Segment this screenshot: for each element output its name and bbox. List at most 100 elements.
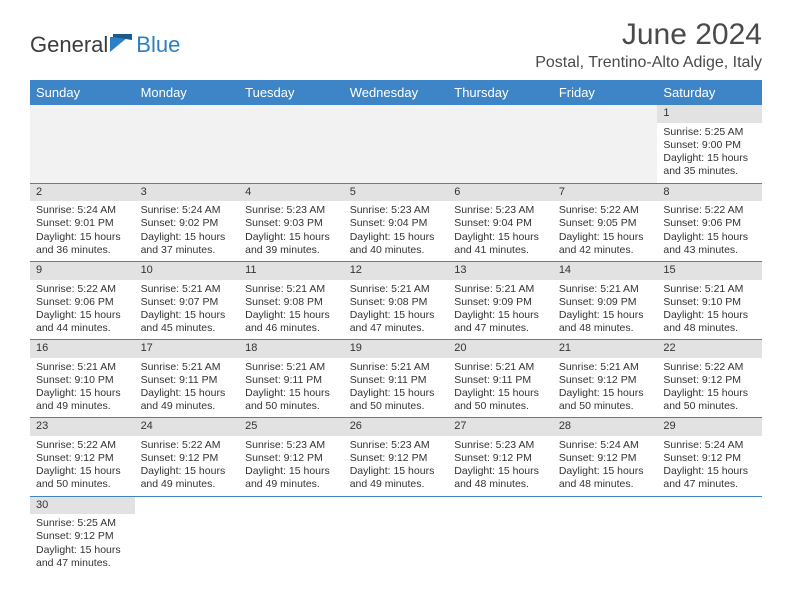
day-detail: Sunrise: 5:23 AMSunset: 9:03 PMDaylight:… [239, 201, 344, 261]
sunset-text: Sunset: 9:12 PM [141, 452, 234, 465]
sunset-text: Sunset: 9:01 PM [36, 217, 129, 230]
calendar-cell [448, 496, 553, 574]
day-number: 18 [239, 340, 344, 358]
day-number: 14 [553, 262, 658, 280]
calendar-cell: 16Sunrise: 5:21 AMSunset: 9:10 PMDayligh… [30, 340, 135, 418]
sunrise-text: Sunrise: 5:21 AM [454, 283, 547, 296]
col-wednesday: Wednesday [344, 80, 449, 105]
calendar-cell: 21Sunrise: 5:21 AMSunset: 9:12 PMDayligh… [553, 340, 658, 418]
weekday-header-row: Sunday Monday Tuesday Wednesday Thursday… [30, 80, 762, 105]
sunrise-text: Sunrise: 5:22 AM [663, 361, 756, 374]
calendar-cell: 30Sunrise: 5:25 AMSunset: 9:12 PMDayligh… [30, 496, 135, 574]
sunset-text: Sunset: 9:12 PM [559, 374, 652, 387]
sunset-text: Sunset: 9:11 PM [454, 374, 547, 387]
day-detail: Sunrise: 5:22 AMSunset: 9:06 PMDaylight:… [30, 280, 135, 340]
sunset-text: Sunset: 9:04 PM [350, 217, 443, 230]
day-detail: Sunrise: 5:21 AMSunset: 9:07 PMDaylight:… [135, 280, 240, 340]
daylight-line1: Daylight: 15 hours [454, 387, 547, 400]
calendar-cell: 9Sunrise: 5:22 AMSunset: 9:06 PMDaylight… [30, 261, 135, 339]
day-detail: Sunrise: 5:22 AMSunset: 9:12 PMDaylight:… [30, 436, 135, 496]
day-detail: Sunrise: 5:22 AMSunset: 9:12 PMDaylight:… [135, 436, 240, 496]
sunset-text: Sunset: 9:10 PM [663, 296, 756, 309]
sunrise-text: Sunrise: 5:23 AM [245, 439, 338, 452]
sunrise-text: Sunrise: 5:21 AM [245, 361, 338, 374]
sunrise-text: Sunrise: 5:23 AM [350, 204, 443, 217]
daylight-line2: and 49 minutes. [141, 400, 234, 413]
day-number: 29 [657, 418, 762, 436]
daylight-line1: Daylight: 15 hours [36, 231, 129, 244]
daylight-line1: Daylight: 15 hours [559, 309, 652, 322]
col-friday: Friday [553, 80, 658, 105]
sunset-text: Sunset: 9:00 PM [663, 139, 756, 152]
daylight-line2: and 39 minutes. [245, 244, 338, 257]
flag-icon [110, 32, 132, 58]
sunset-text: Sunset: 9:03 PM [245, 217, 338, 230]
brand-part1: General [30, 32, 108, 58]
day-detail: Sunrise: 5:21 AMSunset: 9:08 PMDaylight:… [239, 280, 344, 340]
calendar-cell: 6Sunrise: 5:23 AMSunset: 9:04 PMDaylight… [448, 183, 553, 261]
day-detail: Sunrise: 5:21 AMSunset: 9:09 PMDaylight:… [448, 280, 553, 340]
calendar-cell: 5Sunrise: 5:23 AMSunset: 9:04 PMDaylight… [344, 183, 449, 261]
daylight-line2: and 42 minutes. [559, 244, 652, 257]
daylight-line1: Daylight: 15 hours [141, 387, 234, 400]
day-number: 4 [239, 184, 344, 202]
calendar-row: 16Sunrise: 5:21 AMSunset: 9:10 PMDayligh… [30, 340, 762, 418]
day-number: 1 [657, 105, 762, 123]
daylight-line2: and 50 minutes. [454, 400, 547, 413]
day-number: 7 [553, 184, 658, 202]
sunrise-text: Sunrise: 5:21 AM [663, 283, 756, 296]
sunset-text: Sunset: 9:12 PM [454, 452, 547, 465]
header: GeneralBlue June 2024 Postal, Trentino-A… [30, 18, 762, 72]
day-detail: Sunrise: 5:24 AMSunset: 9:12 PMDaylight:… [657, 436, 762, 496]
sunset-text: Sunset: 9:12 PM [350, 452, 443, 465]
daylight-line2: and 47 minutes. [454, 322, 547, 335]
day-detail: Sunrise: 5:25 AMSunset: 9:00 PMDaylight:… [657, 123, 762, 183]
day-number: 17 [135, 340, 240, 358]
calendar-cell [239, 105, 344, 183]
daylight-line2: and 48 minutes. [559, 478, 652, 491]
col-tuesday: Tuesday [239, 80, 344, 105]
daylight-line2: and 37 minutes. [141, 244, 234, 257]
calendar-cell: 25Sunrise: 5:23 AMSunset: 9:12 PMDayligh… [239, 418, 344, 496]
daylight-line1: Daylight: 15 hours [36, 544, 129, 557]
sunset-text: Sunset: 9:12 PM [663, 452, 756, 465]
daylight-line1: Daylight: 15 hours [245, 231, 338, 244]
day-detail: Sunrise: 5:21 AMSunset: 9:09 PMDaylight:… [553, 280, 658, 340]
sunset-text: Sunset: 9:02 PM [141, 217, 234, 230]
daylight-line2: and 46 minutes. [245, 322, 338, 335]
daylight-line1: Daylight: 15 hours [245, 309, 338, 322]
sunrise-text: Sunrise: 5:21 AM [559, 283, 652, 296]
calendar-row: 2Sunrise: 5:24 AMSunset: 9:01 PMDaylight… [30, 183, 762, 261]
daylight-line2: and 44 minutes. [36, 322, 129, 335]
sunrise-text: Sunrise: 5:23 AM [454, 439, 547, 452]
calendar-cell: 12Sunrise: 5:21 AMSunset: 9:08 PMDayligh… [344, 261, 449, 339]
calendar-cell [30, 105, 135, 183]
sunset-text: Sunset: 9:06 PM [663, 217, 756, 230]
day-number: 2 [30, 184, 135, 202]
daylight-line2: and 40 minutes. [350, 244, 443, 257]
calendar-cell: 24Sunrise: 5:22 AMSunset: 9:12 PMDayligh… [135, 418, 240, 496]
calendar-cell [135, 496, 240, 574]
day-number: 15 [657, 262, 762, 280]
col-sunday: Sunday [30, 80, 135, 105]
sunrise-text: Sunrise: 5:21 AM [245, 283, 338, 296]
calendar-cell: 27Sunrise: 5:23 AMSunset: 9:12 PMDayligh… [448, 418, 553, 496]
sunset-text: Sunset: 9:07 PM [141, 296, 234, 309]
day-number: 6 [448, 184, 553, 202]
calendar-cell: 20Sunrise: 5:21 AMSunset: 9:11 PMDayligh… [448, 340, 553, 418]
day-detail: Sunrise: 5:21 AMSunset: 9:10 PMDaylight:… [657, 280, 762, 340]
day-detail: Sunrise: 5:21 AMSunset: 9:11 PMDaylight:… [135, 358, 240, 418]
daylight-line2: and 48 minutes. [663, 322, 756, 335]
day-detail: Sunrise: 5:21 AMSunset: 9:11 PMDaylight:… [448, 358, 553, 418]
sunrise-text: Sunrise: 5:21 AM [350, 283, 443, 296]
daylight-line1: Daylight: 15 hours [141, 465, 234, 478]
sunrise-text: Sunrise: 5:22 AM [663, 204, 756, 217]
day-number: 25 [239, 418, 344, 436]
daylight-line1: Daylight: 15 hours [350, 387, 443, 400]
day-detail: Sunrise: 5:21 AMSunset: 9:11 PMDaylight:… [239, 358, 344, 418]
calendar-row: 9Sunrise: 5:22 AMSunset: 9:06 PMDaylight… [30, 261, 762, 339]
calendar-cell: 19Sunrise: 5:21 AMSunset: 9:11 PMDayligh… [344, 340, 449, 418]
day-number: 26 [344, 418, 449, 436]
day-number: 27 [448, 418, 553, 436]
sunrise-text: Sunrise: 5:25 AM [663, 126, 756, 139]
